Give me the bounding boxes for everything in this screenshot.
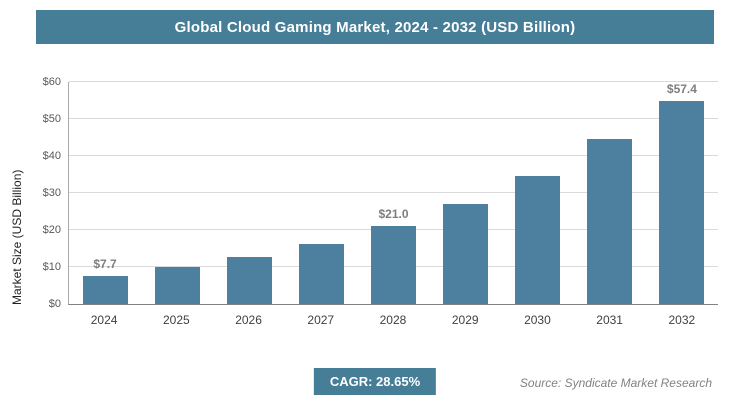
y-tick-label: $0 (48, 298, 61, 310)
bar-value-label: $57.4 (666, 82, 697, 96)
bar-value-label: $7.7 (93, 256, 117, 271)
source-note: Source: Syndicate Market Research (519, 376, 712, 390)
bar-2028[interactable] (370, 226, 416, 304)
bar-column: $7.7 (82, 82, 128, 304)
y-tick-label: $50 (42, 113, 61, 125)
x-axis-labels: 2024 2025 2026 2027 2028 2029 2030 2031 2032 (68, 313, 718, 327)
x-axis-label: 2026 (235, 313, 262, 327)
bar-2032[interactable] (659, 101, 705, 304)
bars: $7.7 $21.0 $57.4 (69, 82, 718, 304)
bar-value-label: $21.0 (378, 207, 409, 222)
x-axis-label: 2030 (524, 313, 551, 327)
x-axis-label: 2025 (162, 313, 190, 327)
x-axis-label: 2024 (90, 313, 118, 327)
bar-column (587, 82, 633, 304)
y-tick-label: $10 (42, 261, 61, 274)
bar-column (226, 82, 272, 304)
gridline (69, 81, 718, 82)
cagr-badge: CAGR: 28.65% (313, 368, 437, 395)
bar-2024[interactable] (82, 275, 128, 304)
gridline (69, 118, 718, 119)
y-tick-label: $30 (42, 187, 61, 199)
gridline (69, 192, 718, 193)
bar-column (515, 82, 561, 304)
y-tick-label: $40 (42, 150, 61, 163)
bar-2031[interactable] (587, 138, 633, 304)
x-axis-label: 2027 (307, 313, 335, 327)
plot-area: $7.7 $21.0 $57.4 $0 $10 $20 $30 $40 $50 $60 (43, 76, 718, 310)
chart-title-bar: Global Cloud Gaming Market, 2024 - 2032 … (36, 10, 714, 44)
y-axis-title: Market Size (USD Billion) (10, 169, 24, 305)
bar-2030[interactable] (515, 175, 561, 304)
bar-2026[interactable] (226, 257, 272, 304)
y-tick-label: $20 (42, 224, 61, 237)
bar-column: $57.4 (659, 82, 705, 304)
y-tick-label: $60 (42, 76, 61, 88)
bar-2029[interactable] (443, 204, 489, 304)
bar-column (298, 82, 344, 304)
bar-column (154, 82, 200, 304)
x-axis-label: 2032 (668, 313, 696, 327)
x-axis-label: 2031 (596, 313, 623, 327)
bar-2027[interactable] (298, 243, 344, 304)
gridline (69, 155, 718, 157)
x-axis-label: 2028 (379, 313, 407, 327)
x-axis-label: 2029 (451, 313, 479, 327)
chart-title: Global Cloud Gaming Market, 2024 - 2032 … (174, 18, 576, 36)
bar-column: $21.0 (370, 82, 416, 304)
bar-2025[interactable] (154, 267, 200, 304)
bar-column (443, 82, 489, 304)
